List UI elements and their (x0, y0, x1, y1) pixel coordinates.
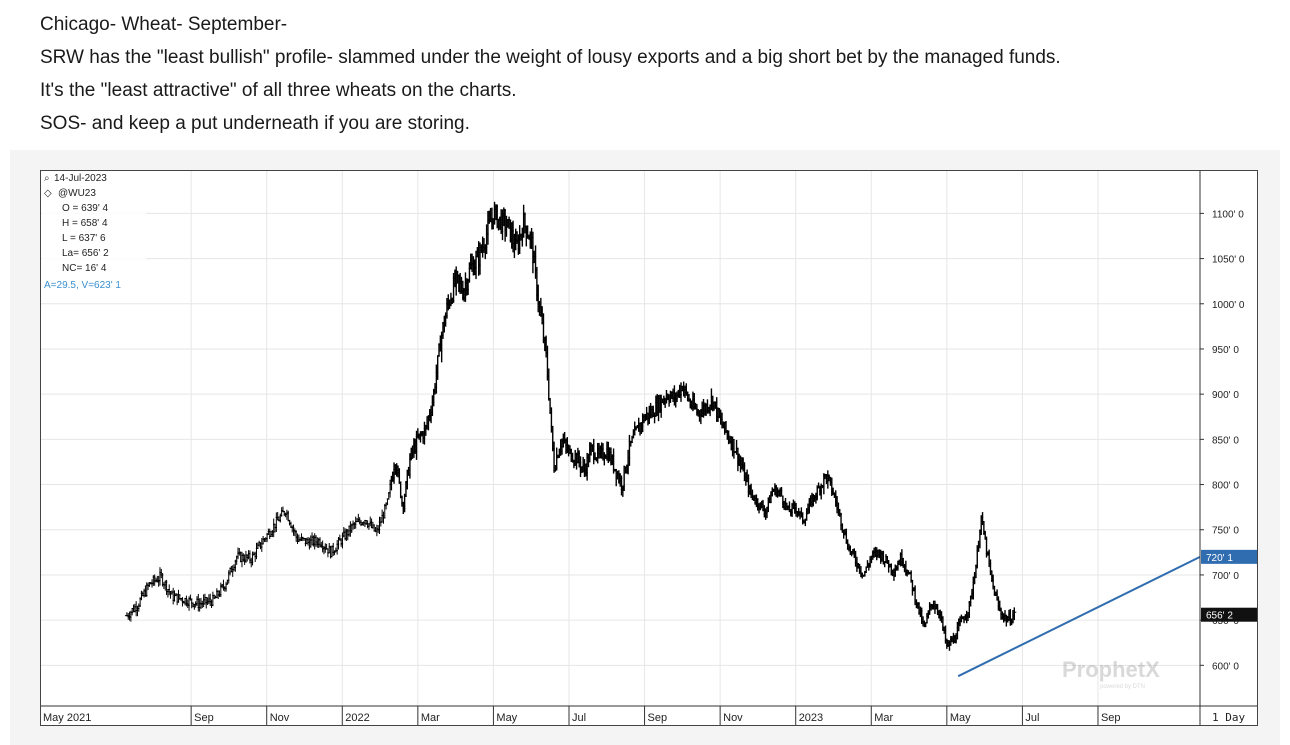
y-tick-label: 900' 0 (1212, 390, 1239, 401)
readout-date: 14-Jul-2023 (54, 173, 107, 184)
readout-net-change: NC= 16' 4 (62, 263, 107, 274)
price-tag-box (1201, 607, 1257, 622)
x-tick-label: May (496, 712, 517, 724)
post-line-3: It's the "least attractive" of all three… (40, 80, 517, 101)
x-tick-label: 2023 (799, 712, 823, 724)
watermark-subtext: powered by DTN (1100, 684, 1145, 690)
price-tag-box (1201, 549, 1257, 564)
x-tick-label: May 2021 (43, 712, 91, 724)
price-tag: 656' 2 (1201, 607, 1257, 622)
price-tag-label: 656' 2 (1206, 611, 1233, 622)
x-axis: May 2021 Sep Nov 2022 Mar May Jul Sep Nov 2023 Mar… (40, 170, 1258, 726)
readout-symbol: @WU23 (58, 188, 96, 199)
magnifier-icon: ⌕ (44, 173, 50, 184)
trend-layer (957, 555, 1201, 678)
diamond-icon: ◇ (44, 188, 52, 199)
chart-border (40, 170, 1258, 726)
y-tick-label: 750' 0 (1212, 526, 1239, 537)
post-text: Chicago- Wheat- September- SRW has the "… (40, 8, 1260, 140)
readout-open: O = 639' 4 (62, 203, 109, 214)
chart-frame (40, 170, 1258, 726)
x-tick-label: Mar (874, 712, 893, 724)
watermark-text: ProphetX (1062, 657, 1160, 682)
x-tick-label: Mar (421, 712, 440, 724)
y-tick-label: 600' 0 (1212, 661, 1239, 672)
y-tick-label: 950' 0 (1212, 345, 1239, 356)
x-tick-label: Sep (1101, 712, 1121, 724)
y-tick-label: 1050' 0 (1212, 255, 1245, 266)
x-tick-label: Jul (572, 712, 586, 724)
x-tick-label: May (950, 712, 971, 724)
post-line-1: Chicago- Wheat- September- (40, 14, 288, 35)
price-tags: 720' 1 656' 2 (1201, 549, 1257, 622)
grid-layer (40, 170, 1200, 706)
series-layer (124, 201, 1017, 651)
x-tick-label: Nov (723, 712, 743, 724)
readout-last: La= 656' 2 (62, 248, 109, 259)
x-tick-label: Nov (270, 712, 290, 724)
x-tick-label: Sep (648, 712, 668, 724)
y-tick-label: 700' 0 (1212, 571, 1239, 582)
y-tick-label: 1100' 0 (1212, 209, 1244, 220)
y-tick-label: 850' 0 (1212, 435, 1239, 446)
x-tick-label: Jul (1025, 712, 1039, 724)
x-tick-label: 2022 (345, 712, 369, 724)
readout-box: ⌕ 14-Jul-2023 ◇ @WU23 O = 639' 4 H = 658… (42, 172, 146, 292)
interval-label: 1 Day (1212, 711, 1245, 724)
readout-extra: A=29.5, V=623' 1 (44, 280, 121, 291)
trendline (957, 555, 1201, 678)
post-line-2: SRW has the "least bullish" profile- sla… (40, 47, 1061, 68)
y-tick-label: 800' 0 (1212, 481, 1239, 492)
prophetx-watermark: ProphetX powered by DTN (1062, 657, 1160, 690)
ohlc-bar (1012, 607, 1017, 621)
readout-low: L = 637' 6 (62, 233, 106, 244)
price-tag-label: 720' 1 (1206, 553, 1233, 564)
y-tick-label: 1000' 0 (1212, 300, 1245, 311)
post-line-4: SOS- and keep a put underneath if you ar… (40, 113, 470, 134)
price-tag: 720' 1 (1201, 549, 1257, 564)
readout-high: H = 658' 4 (62, 218, 108, 229)
x-tick-label: Sep (194, 712, 214, 724)
